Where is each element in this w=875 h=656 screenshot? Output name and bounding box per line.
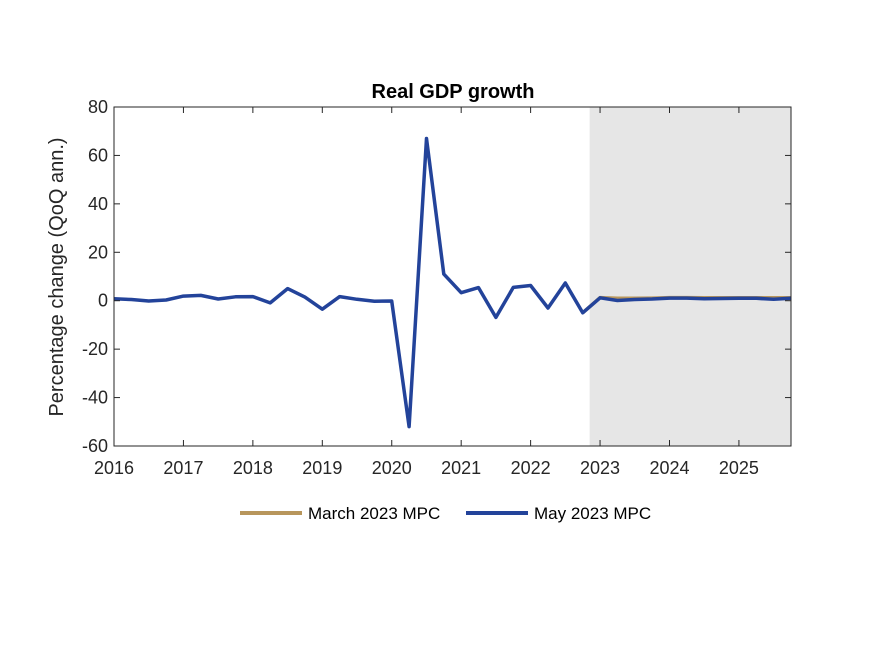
x-tick-label: 2018 — [233, 458, 273, 478]
x-tick-label: 2022 — [511, 458, 551, 478]
y-axis-label: Percentage change (QoQ ann.) — [46, 137, 68, 416]
chart-title: Real GDP growth — [372, 81, 535, 103]
x-tick-label: 2024 — [649, 458, 689, 478]
x-tick-label: 2020 — [372, 458, 412, 478]
series-line-may-2023-mpc — [113, 136, 792, 429]
legend: March 2023 MPC May 2023 MPC — [240, 504, 651, 523]
legend-label: May 2023 MPC — [534, 504, 651, 523]
x-tick-label: 2023 — [580, 458, 620, 478]
x-tick-label: 2019 — [302, 458, 342, 478]
y-tick-label: 40 — [88, 194, 108, 214]
forecast-shading — [589, 107, 791, 446]
y-tick-label: 80 — [88, 97, 108, 117]
x-tick-label: 2025 — [719, 458, 759, 478]
x-tick-label: 2017 — [163, 458, 203, 478]
y-tick-label: 0 — [98, 291, 108, 311]
x-tick-label: 2021 — [441, 458, 481, 478]
y-tick-label: -40 — [82, 388, 108, 408]
plot-area: 2016 2017 2018 2019 2020 2021 2022 2023 2024 2025… — [82, 97, 792, 478]
y-tick-label: 60 — [88, 145, 108, 165]
legend-label: March 2023 MPC — [308, 504, 440, 523]
y-tick-label: 20 — [88, 242, 108, 262]
x-tick-label: 2016 — [94, 458, 134, 478]
axes-box — [113, 106, 792, 447]
y-tick-label: -60 — [82, 436, 108, 456]
y-tick-label: -20 — [82, 339, 108, 359]
